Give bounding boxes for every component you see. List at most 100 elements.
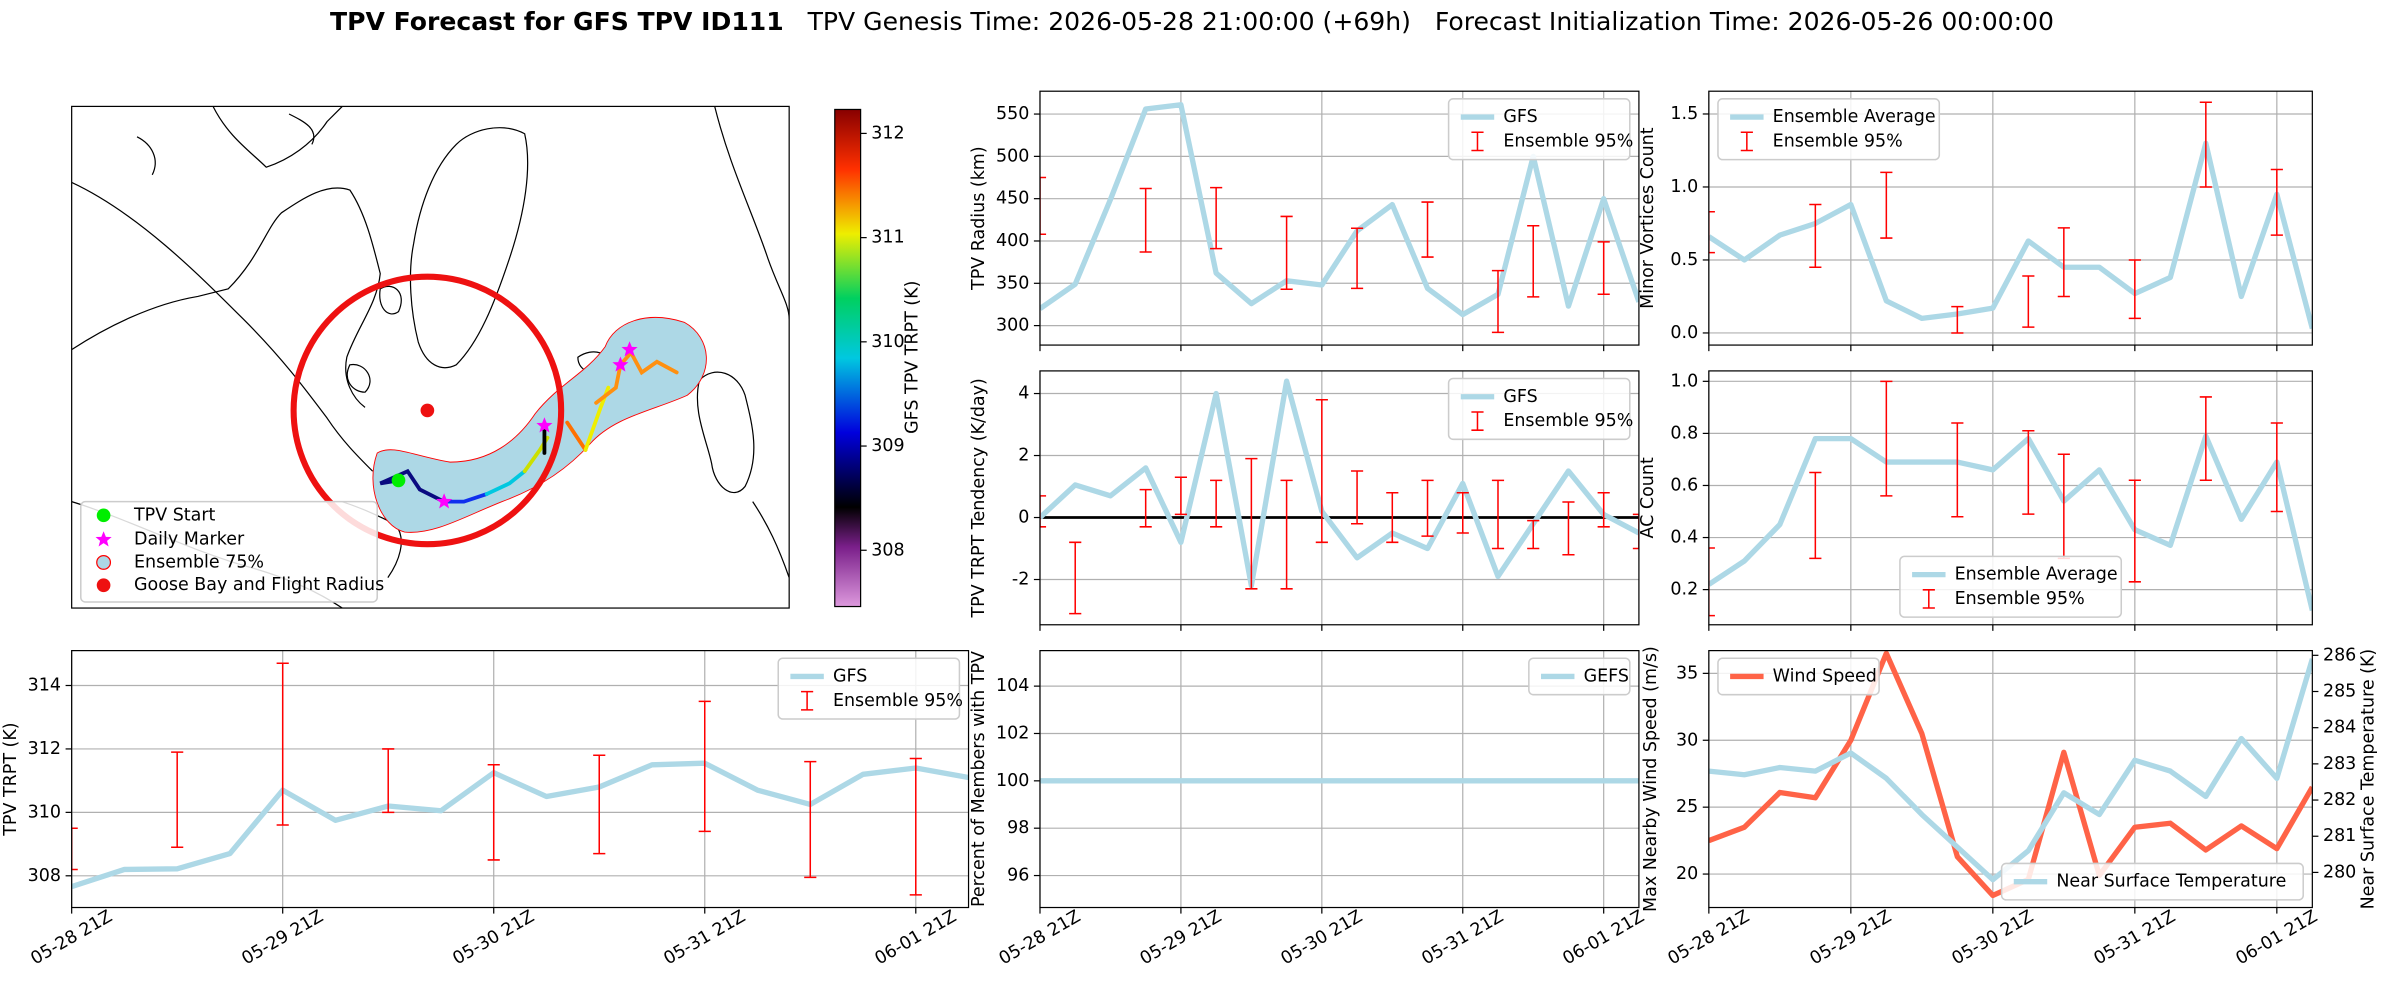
series-line: [1039, 378, 1639, 589]
title-rest: [784, 7, 808, 36]
colorbar-label: GFS TPV TRPT (K): [902, 281, 922, 434]
error-bar: [276, 662, 289, 826]
legend-box: [1899, 555, 2123, 618]
error-bar: [2199, 101, 2212, 188]
figure-title: TPV Forecast for GFS TPV ID111 TPV Genes…: [330, 7, 2054, 36]
error-bar: [2270, 168, 2283, 236]
legend-swatch: [1922, 589, 1935, 609]
error-bar: [2022, 275, 2035, 328]
y-axis-label: TPV TRPT (K): [1, 722, 21, 836]
error-bar: [2128, 479, 2141, 583]
series-group: [71, 662, 969, 896]
map-legend-label: Goose Bay and Flight Radius: [134, 575, 384, 595]
series-group: [1039, 102, 1639, 334]
error-bar: [1951, 305, 1964, 334]
y-axis-label: Max Nearby Wind Speed (m/s): [1641, 646, 1661, 912]
error-bar: [909, 757, 922, 896]
map-legend-label: TPV Start: [133, 505, 216, 525]
legend-box: [2000, 862, 2304, 901]
colorbar-tick-label: 312: [871, 123, 904, 143]
series-line: [1708, 433, 2313, 612]
subtitle: TPV Genesis Time: 2026-05-28 21:00:00 (+…: [807, 7, 2054, 36]
legend-label: Ensemble Average: [1773, 107, 1936, 127]
y-tick-label: 96: [1007, 866, 1029, 886]
axes-frame: [1708, 370, 2313, 626]
error-bar: [1421, 479, 1434, 537]
y-tick-label: 550: [996, 104, 1029, 124]
error-bar: [1632, 513, 1639, 550]
y2-tick-label: 285: [2323, 682, 2356, 702]
error-bar: [1880, 171, 1893, 239]
y-tick-label: 25: [1676, 797, 1698, 817]
axes-frame: [1039, 370, 1640, 626]
map-frame: [71, 105, 790, 609]
legend: Wind Speed: [1717, 657, 1880, 696]
y-tick-label: 104: [996, 676, 1029, 696]
y-axis-label: AC Count: [1638, 457, 1658, 538]
y-tick-label: 0.8: [1670, 423, 1698, 443]
colorbar: [834, 108, 862, 608]
legend-label: GEFS: [1584, 666, 1629, 686]
y2-tick-label: 283: [2323, 754, 2356, 774]
y-tick-label: 310: [28, 802, 61, 822]
map-legend: TPV Start Daily Marker Ensemble 75% Goos…: [80, 500, 384, 603]
error-bar: [1139, 488, 1152, 528]
legend: GFS Ensemble 95%: [1447, 98, 1633, 161]
y-tick-label: 4: [1018, 384, 1029, 404]
legend-box: [1447, 377, 1631, 441]
error-bar: [2270, 422, 2283, 513]
y2-tick-label: 281: [2323, 826, 2356, 846]
y-tick-label: 1.0: [1670, 177, 1698, 197]
legend: GFS Ensemble 95%: [1447, 377, 1633, 441]
error-bar: [71, 827, 78, 871]
series-group: [1708, 101, 2313, 334]
error-bar: [1527, 224, 1540, 298]
legend-swatch: [1471, 411, 1484, 431]
error-bar: [1210, 186, 1223, 250]
error-bar: [1951, 422, 1964, 518]
error-bar: [171, 751, 184, 849]
error-bar: [1880, 380, 1893, 497]
y-tick-label: 0.5: [1670, 250, 1698, 270]
error-bar: [2199, 396, 2212, 482]
error-bar: [1386, 491, 1399, 544]
error-bar: [1039, 176, 1047, 235]
plot-area: 0.0 0.5 1.0 1.5 Minor Vortices Count Ensemble…: [1638, 90, 2313, 352]
error-bar: [2022, 430, 2035, 515]
error-bar: [382, 748, 395, 814]
error-bar: [1597, 241, 1610, 296]
error-bar: [1491, 479, 1505, 550]
legend-box: [777, 657, 961, 720]
axes-frame: [1039, 650, 1640, 909]
y-axis-label: Percent of Members with TPV: [969, 651, 989, 907]
y-tick-label: 100: [996, 771, 1029, 791]
error-bar: [1245, 457, 1258, 590]
y-axis-label: TPV TRPT Tendency (K/day): [969, 378, 989, 618]
legend-label: GFS: [1503, 387, 1537, 407]
legend: Near Surface Temperature: [2000, 862, 2304, 901]
legend: GEFS: [1528, 657, 1631, 696]
error-bar: [1350, 227, 1364, 290]
y-tick-label: 0.2: [1670, 580, 1698, 600]
colorbar-tick-label: 310: [871, 332, 904, 352]
error-bar: [1809, 203, 1822, 269]
error-bar: [1527, 519, 1540, 550]
y-tick-label: 1.0: [1670, 371, 1698, 391]
map-legend-label: Ensemble 75%: [134, 552, 264, 572]
legend-swatch: [801, 690, 814, 711]
error-bar: [1350, 470, 1364, 525]
legend-box: [1717, 657, 1880, 696]
y-tick-label: 1.5: [1670, 104, 1698, 124]
y-tick-label: 20: [1676, 864, 1698, 884]
plot-area: -2 0 2 4 TPV TRPT Tendency (K/day) GFS Ensembl…: [969, 370, 1640, 631]
legend-label: Wind Speed: [1773, 666, 1877, 686]
y-tick-label: 98: [1007, 818, 1029, 838]
y-tick-label: 0.4: [1670, 528, 1698, 548]
y2-tick-label: 280: [2323, 862, 2356, 882]
series-line: [71, 760, 969, 890]
error-bar: [593, 754, 606, 855]
error-bar: [2128, 259, 2141, 320]
error-bar: [1139, 187, 1152, 253]
